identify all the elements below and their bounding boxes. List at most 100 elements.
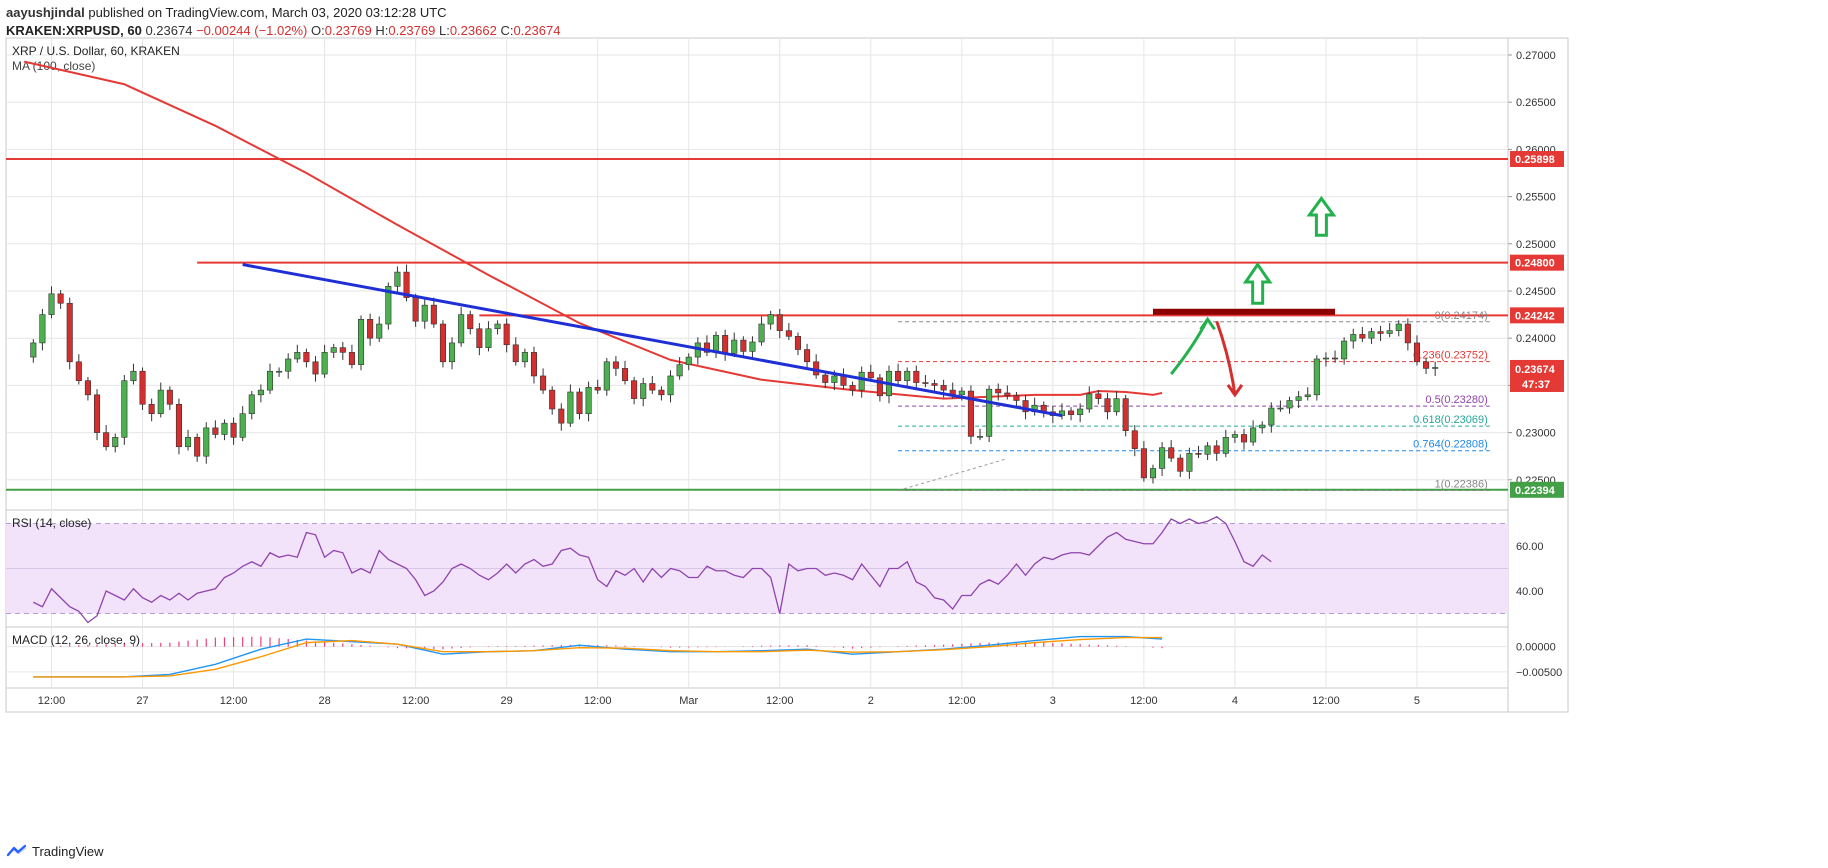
candle bbox=[1186, 447, 1193, 479]
tradingview-logo-icon bbox=[6, 844, 27, 857]
symbol-line: KRAKEN:XRPUSD, 60 0.23674 −0.00244 (−1.0… bbox=[6, 22, 560, 40]
candle bbox=[767, 310, 774, 330]
candle bbox=[157, 382, 164, 418]
candle bbox=[485, 321, 492, 352]
candle bbox=[166, 386, 173, 410]
ohlc-c-label: C: bbox=[500, 23, 514, 38]
candle bbox=[1204, 442, 1211, 460]
candle-body bbox=[976, 436, 984, 438]
candle bbox=[1086, 386, 1093, 413]
x-tick-label: 12:00 bbox=[584, 695, 612, 707]
candle bbox=[248, 391, 255, 420]
candle-body bbox=[157, 389, 164, 415]
candle-body bbox=[922, 382, 929, 384]
candle bbox=[922, 375, 929, 388]
candle-body bbox=[439, 323, 446, 363]
footer-brand[interactable]: TradingView bbox=[6, 840, 104, 862]
candle-body bbox=[867, 371, 874, 379]
candle-body bbox=[1086, 393, 1093, 410]
candle-body bbox=[1332, 357, 1339, 360]
candle bbox=[1332, 350, 1339, 363]
candle bbox=[603, 358, 610, 396]
candle-body bbox=[458, 314, 465, 344]
candle-body bbox=[631, 380, 638, 399]
candle bbox=[1122, 394, 1129, 437]
candle bbox=[66, 297, 73, 370]
candle bbox=[749, 336, 756, 359]
candle-body bbox=[612, 361, 619, 369]
candle bbox=[1004, 385, 1011, 400]
candle bbox=[221, 419, 228, 441]
candle-body bbox=[1140, 448, 1147, 479]
candle bbox=[631, 376, 638, 405]
candle-body bbox=[785, 330, 792, 337]
candle bbox=[558, 403, 565, 431]
candle-body bbox=[1195, 453, 1202, 455]
last-price-label: 0.23674 bbox=[1515, 364, 1556, 376]
candle-body bbox=[1295, 396, 1302, 401]
candle bbox=[1341, 337, 1348, 365]
candle-body bbox=[48, 293, 55, 315]
candle-body bbox=[1277, 407, 1284, 410]
candle bbox=[257, 384, 264, 403]
candle-body bbox=[967, 390, 974, 437]
candle-body bbox=[276, 370, 283, 373]
author-name[interactable]: aayushjindal bbox=[6, 5, 85, 20]
candle-body bbox=[357, 319, 365, 365]
candle bbox=[230, 417, 237, 445]
candle bbox=[48, 286, 55, 319]
candle-body bbox=[1359, 334, 1366, 339]
price-level-label: 0.22394 bbox=[1515, 485, 1556, 497]
candle-body bbox=[66, 302, 73, 363]
x-tick-label: 27 bbox=[136, 695, 148, 707]
fib-level-label: 0.764(0.22808) bbox=[1413, 439, 1488, 451]
x-tick-label: 12:00 bbox=[1312, 695, 1340, 707]
arrow-head bbox=[1226, 383, 1244, 398]
candle-body bbox=[1168, 447, 1175, 459]
candle bbox=[1404, 318, 1411, 351]
y-tick-label: 0.23000 bbox=[1516, 428, 1556, 440]
candle-body bbox=[540, 375, 547, 391]
x-tick-label: 12:00 bbox=[1130, 695, 1158, 707]
candle-body bbox=[1395, 323, 1402, 331]
candle-body bbox=[449, 342, 456, 363]
ohlc-l-label: L: bbox=[438, 23, 450, 38]
candle bbox=[685, 353, 692, 371]
y-tick-label: 0.24500 bbox=[1516, 286, 1556, 298]
candle bbox=[1277, 400, 1284, 412]
candle bbox=[30, 339, 37, 363]
candle bbox=[849, 381, 856, 396]
candle bbox=[1177, 454, 1184, 477]
candle-body bbox=[1213, 445, 1220, 454]
candle bbox=[1432, 361, 1439, 376]
candle bbox=[1313, 355, 1320, 401]
candle bbox=[976, 428, 984, 441]
candle bbox=[740, 336, 747, 358]
candle bbox=[494, 320, 501, 335]
candle-body bbox=[703, 342, 710, 353]
candle-body bbox=[239, 413, 246, 438]
candle-body bbox=[376, 323, 383, 339]
candle bbox=[1168, 440, 1175, 462]
ohlc-o-label: O: bbox=[311, 23, 325, 38]
candle-body bbox=[1113, 398, 1120, 413]
candle-body bbox=[312, 361, 319, 375]
symbol-label: KRAKEN:XRPUSD, 60 bbox=[6, 23, 142, 38]
candle-body bbox=[1368, 331, 1375, 339]
candle-body bbox=[30, 342, 37, 358]
fib-level-label: 1(0.22386) bbox=[1435, 479, 1488, 491]
candle-body bbox=[430, 304, 437, 325]
candle bbox=[430, 297, 437, 328]
arrow-head bbox=[1199, 316, 1216, 331]
candle bbox=[658, 386, 665, 401]
x-tick-label: 5 bbox=[1414, 695, 1420, 707]
candle bbox=[676, 357, 683, 380]
candle-body bbox=[112, 437, 119, 448]
candle-body bbox=[895, 370, 902, 381]
candle-body bbox=[767, 314, 774, 325]
candle bbox=[458, 307, 465, 347]
candle bbox=[667, 370, 674, 403]
price-level-box bbox=[1510, 307, 1564, 324]
candle-body bbox=[394, 271, 401, 287]
